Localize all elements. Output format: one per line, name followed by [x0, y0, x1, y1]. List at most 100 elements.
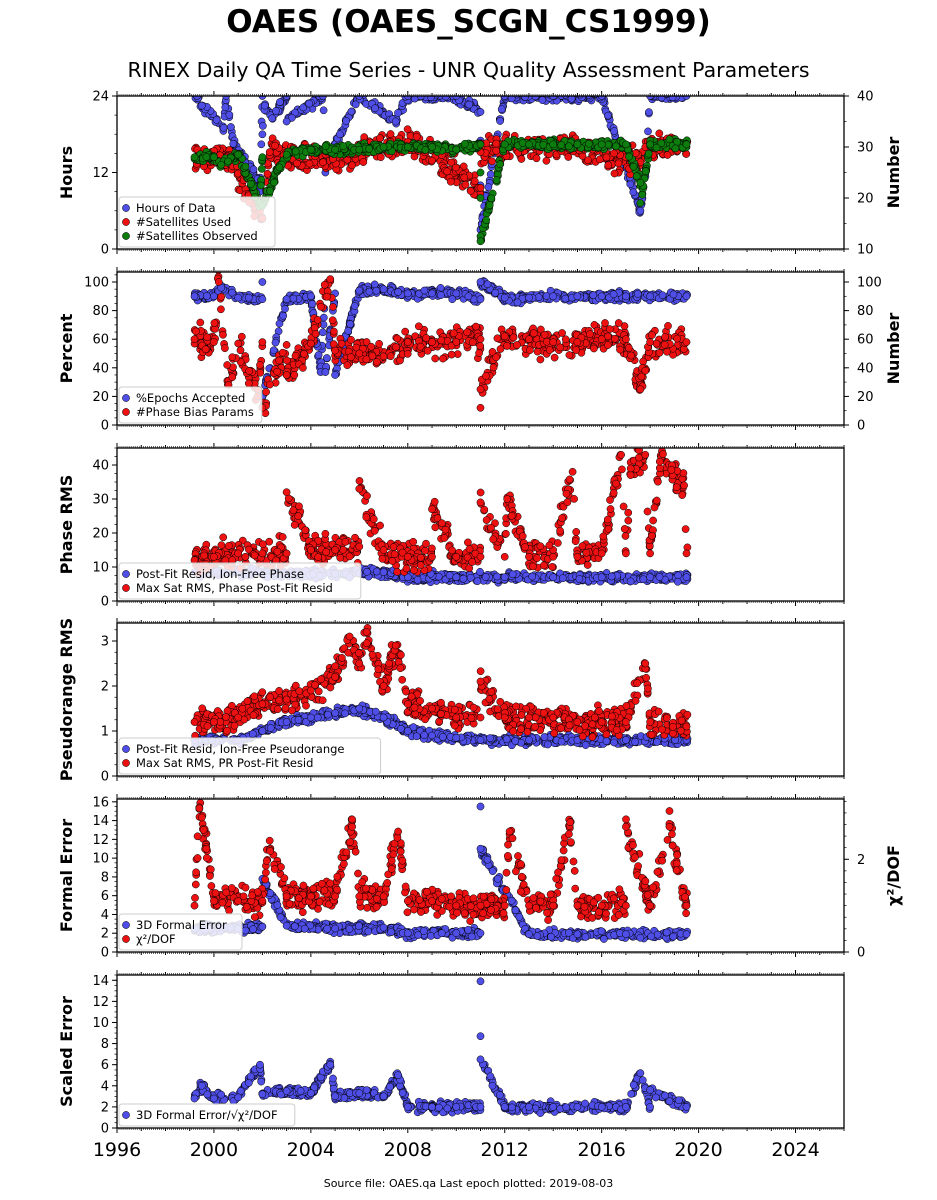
point-blue — [346, 320, 355, 328]
point-red — [376, 134, 384, 143]
point-red — [517, 155, 526, 163]
point-blue — [622, 292, 630, 301]
point-green — [597, 140, 606, 149]
y-right-tick-label: 20 — [857, 192, 874, 207]
point-blue — [668, 96, 677, 102]
point-red — [525, 335, 533, 344]
point-red — [282, 341, 291, 349]
point-green — [270, 178, 278, 187]
point-red — [443, 167, 451, 176]
point-red — [347, 335, 355, 344]
point-blue — [288, 113, 296, 122]
point-blue — [226, 123, 235, 131]
point-green — [241, 162, 250, 171]
point-red — [488, 157, 496, 166]
point-green — [632, 172, 641, 181]
point-blue — [372, 286, 381, 295]
point-blue — [476, 278, 485, 286]
point-green — [257, 165, 266, 173]
point-red — [263, 169, 272, 178]
point-green — [487, 194, 496, 203]
point-red — [244, 379, 253, 388]
point-blue — [567, 96, 576, 103]
point-green — [629, 162, 638, 171]
point-red — [258, 338, 267, 346]
point-red — [476, 342, 485, 350]
point-red — [614, 319, 623, 327]
point-blue — [682, 292, 691, 301]
point-blue — [308, 300, 316, 308]
point-green — [612, 142, 620, 151]
point-blue — [435, 96, 440, 97]
point-red — [379, 352, 388, 361]
point-red — [590, 344, 598, 353]
point-red — [203, 333, 211, 342]
point-blue — [282, 117, 291, 126]
point-blue — [538, 96, 547, 104]
point-green — [476, 237, 485, 246]
point-red — [228, 353, 237, 362]
point-blue — [609, 290, 618, 299]
point-red — [476, 403, 485, 412]
point-green — [234, 150, 243, 159]
point-blue — [331, 371, 339, 379]
point-red — [646, 338, 654, 346]
point-green — [665, 135, 674, 144]
point-blue — [567, 88, 574, 95]
point-green — [247, 180, 255, 188]
point-red — [372, 358, 381, 366]
point-red — [283, 356, 291, 365]
point-red — [602, 153, 611, 162]
point-blue — [436, 87, 443, 94]
point-red — [663, 151, 672, 159]
point-red — [476, 385, 485, 394]
point-red — [414, 322, 423, 331]
point-green — [644, 149, 653, 158]
point-green — [403, 143, 412, 151]
point-red — [386, 352, 395, 361]
point-blue — [644, 127, 652, 136]
point-blue — [391, 117, 400, 126]
point-green — [460, 139, 469, 148]
point-green — [476, 140, 485, 149]
legend-label: Hours of Data — [136, 201, 216, 215]
point-green — [673, 137, 681, 146]
point-green — [482, 216, 491, 224]
point-red — [664, 322, 672, 330]
point-red — [196, 318, 205, 327]
point-red — [513, 341, 521, 349]
point-red — [412, 132, 421, 141]
point-red — [376, 153, 385, 162]
point-blue — [573, 292, 582, 301]
point-green — [282, 150, 291, 159]
point-blue — [669, 290, 678, 299]
legend-marker-red — [122, 218, 130, 226]
point-red — [476, 183, 485, 192]
point-blue — [225, 111, 234, 119]
point-green — [641, 167, 650, 176]
point-blue — [633, 290, 642, 298]
point-blue — [394, 288, 402, 296]
y-right-tick-label: 30 — [857, 141, 874, 156]
point-red — [452, 338, 461, 346]
point-blue — [279, 311, 288, 320]
point-red — [595, 155, 604, 164]
point-blue — [476, 295, 485, 304]
point-red — [319, 158, 327, 167]
point-red — [234, 339, 243, 348]
point-blue — [351, 100, 360, 109]
point-blue — [258, 295, 267, 304]
point-blue — [257, 140, 266, 149]
point-green — [652, 143, 661, 152]
point-red — [550, 353, 559, 362]
point-blue — [197, 101, 206, 110]
point-blue — [525, 293, 533, 302]
point-green — [190, 153, 199, 162]
point-red — [605, 325, 614, 333]
point-blue — [307, 292, 315, 301]
point-blue — [465, 100, 474, 109]
point-blue — [212, 115, 221, 124]
point-blue — [604, 111, 612, 120]
point-red — [228, 373, 237, 382]
point-red — [311, 329, 320, 338]
